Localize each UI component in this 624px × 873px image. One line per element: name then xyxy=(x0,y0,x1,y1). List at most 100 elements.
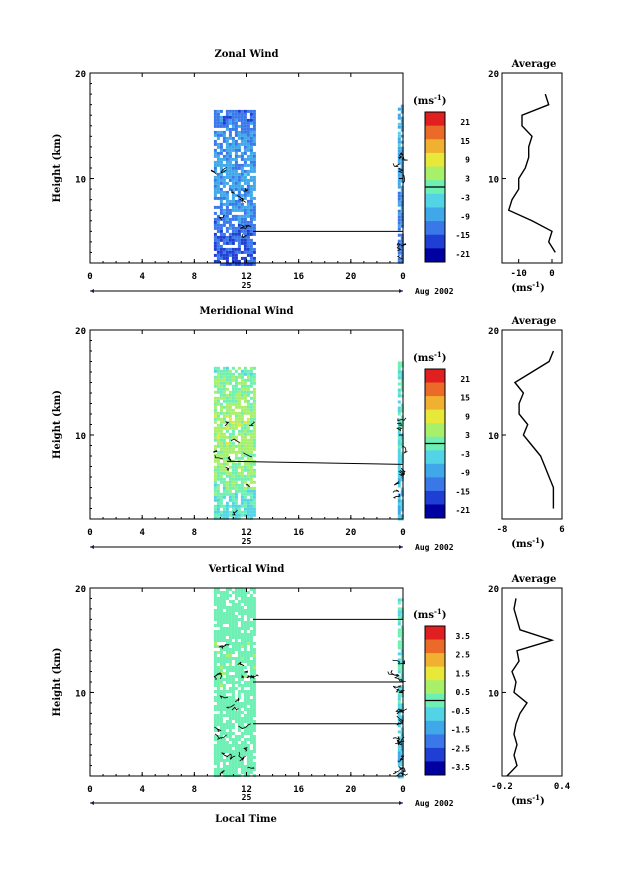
heatmap-cell xyxy=(243,621,247,624)
contour-line xyxy=(245,224,252,229)
heatmap-cell xyxy=(252,414,256,418)
heatmap-cell xyxy=(237,633,241,636)
heatmap-cell xyxy=(216,372,220,376)
heatmap-cell xyxy=(237,684,241,687)
heatmap-cell xyxy=(225,591,229,594)
heatmap-cell xyxy=(234,247,238,251)
heatmap-cell xyxy=(231,390,235,394)
heatmap-cell xyxy=(397,616,401,620)
heatmap-cell xyxy=(234,208,238,212)
heatmap-cell xyxy=(240,768,244,771)
heatmap-cell xyxy=(240,672,244,675)
heatmap-cell xyxy=(252,651,256,654)
heatmap-cell xyxy=(397,472,401,476)
avg-x-tick-label: -0.2 xyxy=(491,782,513,792)
heatmap-cell xyxy=(243,771,247,774)
colorbar-segment xyxy=(425,707,445,722)
heatmap-cell xyxy=(216,130,220,134)
heatmap-cell xyxy=(222,459,226,463)
heatmap-cell xyxy=(219,720,223,723)
heatmap-cell xyxy=(216,696,220,699)
heatmap-cell xyxy=(243,435,247,439)
heatmap-cell xyxy=(213,678,217,681)
heatmap-cell xyxy=(240,711,244,714)
heatmap-cell xyxy=(249,211,253,215)
heatmap-cell xyxy=(231,378,235,382)
heatmap-cell xyxy=(240,609,244,612)
colorbar-segment xyxy=(425,248,445,263)
heatmap-cell xyxy=(252,630,256,633)
heatmap-cell xyxy=(222,253,226,257)
heatmap-cell xyxy=(222,411,226,415)
heatmap-cell xyxy=(243,648,247,651)
heatmap-cell xyxy=(243,753,247,756)
heatmap-cell xyxy=(400,248,404,252)
colorbar-segment xyxy=(425,666,445,681)
heatmap-cell xyxy=(216,762,220,765)
day-axis-arrow xyxy=(399,545,403,549)
heatmap-cell xyxy=(234,516,238,520)
heatmap-cell xyxy=(213,384,217,388)
heatmap-cell xyxy=(397,763,401,767)
heatmap-cell xyxy=(228,636,232,639)
heatmap-cell xyxy=(240,429,244,433)
heatmap-cell xyxy=(240,453,244,457)
heatmap-cell xyxy=(240,678,244,681)
heatmap-cell xyxy=(243,247,247,251)
heatmap-cell xyxy=(216,366,220,370)
heatmap-cell xyxy=(397,215,401,219)
heatmap-cell xyxy=(216,381,220,385)
heatmap-cell xyxy=(213,669,217,672)
heatmap-cell xyxy=(228,133,232,137)
heatmap-cell xyxy=(219,187,223,191)
heatmap-cell xyxy=(234,642,238,645)
heatmap-cell xyxy=(225,615,229,618)
heatmap-cell xyxy=(231,618,235,621)
heatmap-cell xyxy=(216,633,220,636)
heatmap-cell xyxy=(219,208,223,212)
heatmap-cell xyxy=(246,492,250,496)
heatmap-cell xyxy=(397,209,401,213)
heatmap-cell xyxy=(222,648,226,651)
heatmap-cell xyxy=(237,214,241,218)
heatmap-cell xyxy=(222,489,226,493)
heatmap-cell xyxy=(246,477,250,481)
heatmap-cell xyxy=(231,235,235,239)
heatmap-cell xyxy=(216,591,220,594)
heatmap-cell xyxy=(216,375,220,379)
heatmap-cell xyxy=(240,163,244,167)
heatmap-cell xyxy=(249,693,253,696)
heatmap-cell xyxy=(213,651,217,654)
heatmap-cell xyxy=(216,471,220,475)
heatmap-cell xyxy=(240,175,244,179)
heatmap-cell xyxy=(252,723,256,726)
heatmap-cell xyxy=(243,492,247,496)
heatmap-cell xyxy=(237,124,241,128)
heatmap-cell xyxy=(249,735,253,738)
heatmap-cell xyxy=(225,411,229,415)
heatmap-cell xyxy=(225,474,229,478)
heatmap-cell xyxy=(231,693,235,696)
heatmap-cell xyxy=(234,142,238,146)
heatmap-cell xyxy=(252,127,256,131)
heatmap-cell xyxy=(231,753,235,756)
heatmap-cell xyxy=(219,115,223,119)
heatmap-cell xyxy=(228,423,232,427)
heatmap-cell xyxy=(252,402,256,406)
heatmap-cell xyxy=(237,513,241,517)
heatmap-cell xyxy=(252,678,256,681)
heatmap-cell xyxy=(252,750,256,753)
heatmap-cell xyxy=(228,163,232,167)
heatmap-cell xyxy=(252,432,256,436)
heatmap-cell xyxy=(228,621,232,624)
heatmap-cell xyxy=(213,498,217,502)
heatmap-cell xyxy=(213,444,217,448)
heatmap-cell xyxy=(213,369,217,373)
heatmap-cell xyxy=(397,394,401,398)
contour-line xyxy=(241,233,248,239)
heatmap-cell xyxy=(400,460,404,464)
heatmap-cell xyxy=(234,639,238,642)
heatmap-cell xyxy=(400,661,404,665)
heatmap-cell xyxy=(252,181,256,185)
heatmap-cell xyxy=(252,139,256,143)
